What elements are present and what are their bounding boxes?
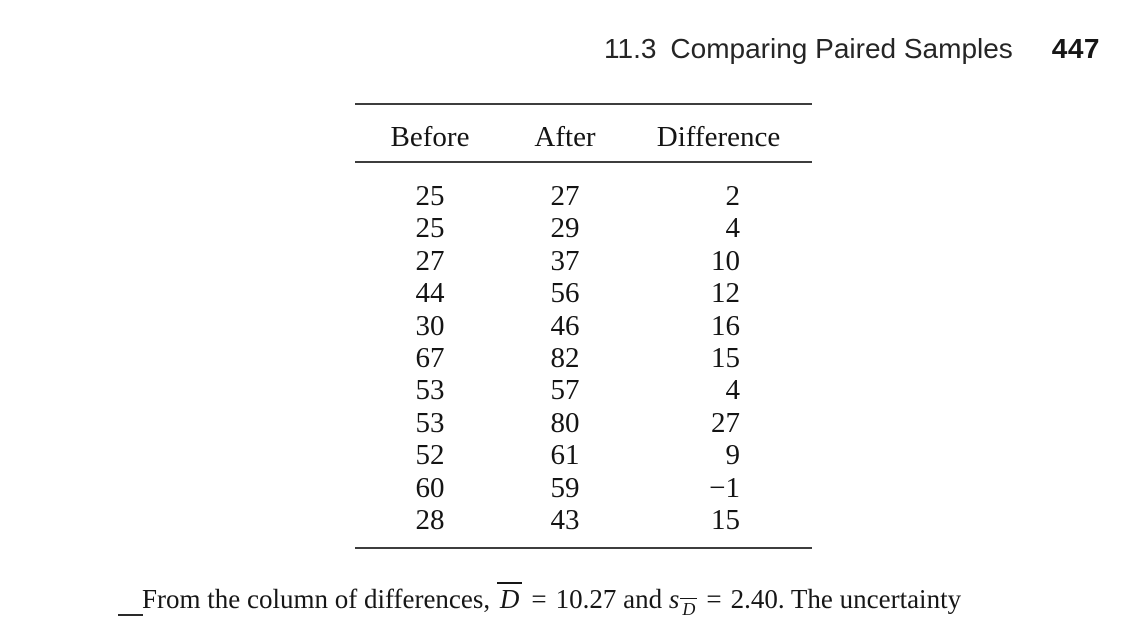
section-heading: 11.3 Comparing Paired Samples xyxy=(604,33,1013,65)
cell-after: 61 xyxy=(550,439,580,472)
conjunction-text: and xyxy=(623,584,663,614)
table-bottom-rule xyxy=(355,547,812,549)
table-row: 52 61 9 xyxy=(355,439,812,471)
table-top-rule xyxy=(355,103,812,105)
cell-after: 59 xyxy=(550,471,580,504)
table-row: 25 29 4 xyxy=(355,212,812,244)
table-body: 25 27 2 25 29 4 27 37 10 44 56 12 30 46 16 67 82 15 53 57 4 5… xyxy=(355,163,812,536)
dbar-value: 10.27 xyxy=(555,584,617,614)
column-header-before: Before xyxy=(390,120,470,153)
table-row: 27 37 10 xyxy=(355,245,812,277)
table-row: 60 59 −1 xyxy=(355,472,812,504)
cell-after: 57 xyxy=(550,374,580,407)
body-paragraph: From the column of differences, D = 10.27 … xyxy=(142,582,1112,620)
cell-before: 44 xyxy=(415,277,445,310)
cell-before: 25 xyxy=(415,212,445,245)
section-number: 11.3 xyxy=(604,33,657,64)
cell-difference: 15 xyxy=(711,503,740,536)
table-row: 25 27 2 xyxy=(355,180,812,212)
cell-before: 60 xyxy=(415,471,445,504)
equals-sign: = xyxy=(706,584,722,614)
paragraph-text-after: The uncertainty xyxy=(790,584,962,614)
cell-before: 53 xyxy=(415,374,445,407)
cell-difference: 4 xyxy=(725,374,741,407)
equals-sign: = xyxy=(531,584,547,614)
column-header-after: After xyxy=(534,120,596,153)
column-header-difference: Difference xyxy=(656,120,781,153)
cell-difference: 9 xyxy=(725,439,741,472)
dbar-symbol: D xyxy=(496,582,523,613)
cell-after: 56 xyxy=(550,277,580,310)
table-row: 44 56 12 xyxy=(355,277,812,309)
cell-before: 52 xyxy=(415,439,445,472)
cell-difference: 27 xyxy=(711,406,740,439)
s-subscript: D xyxy=(680,598,698,619)
paragraph-text-before: From the column of differences, xyxy=(142,584,491,614)
cell-after: 37 xyxy=(550,244,580,277)
paired-samples-table: Before After Difference 25 27 2 25 29 4 27 37 10… xyxy=(355,103,812,550)
cell-difference: 12 xyxy=(711,277,740,310)
table-header-rule xyxy=(355,161,812,163)
cell-after: 29 xyxy=(550,212,580,245)
cell-before: 67 xyxy=(415,341,445,374)
table-row: 53 80 27 xyxy=(355,407,812,439)
table-row: 28 43 15 xyxy=(355,504,812,536)
cell-difference: 2 xyxy=(725,180,741,212)
cell-after: 80 xyxy=(550,406,580,439)
cell-before: 25 xyxy=(415,180,445,212)
cell-before: 27 xyxy=(415,244,445,277)
cell-after: 82 xyxy=(550,341,580,374)
cell-after: 46 xyxy=(550,309,580,342)
table-header-row: Before After Difference xyxy=(355,103,812,161)
section-title: Comparing Paired Samples xyxy=(670,33,1013,64)
cell-difference: 16 xyxy=(711,309,740,342)
running-head: 11.3 Comparing Paired Samples 447 xyxy=(604,33,1100,65)
table-row: 67 82 15 xyxy=(355,342,812,374)
cell-after: 27 xyxy=(550,180,580,212)
s-value: 2.40. xyxy=(730,584,785,614)
page-number: 447 xyxy=(1051,33,1100,64)
cell-before: 28 xyxy=(415,503,445,536)
cell-before: 30 xyxy=(415,309,445,342)
cell-difference: 4 xyxy=(725,212,741,245)
table-row: 30 46 16 xyxy=(355,310,812,342)
cutoff-overline-mark xyxy=(118,614,143,617)
cell-before: 53 xyxy=(415,406,445,439)
cell-difference: 15 xyxy=(711,341,740,374)
cell-difference: 10 xyxy=(711,244,740,277)
table-row: 53 57 4 xyxy=(355,374,812,406)
cell-difference: −1 xyxy=(709,471,740,504)
cell-after: 43 xyxy=(550,503,580,536)
s-symbol: s xyxy=(668,584,680,614)
